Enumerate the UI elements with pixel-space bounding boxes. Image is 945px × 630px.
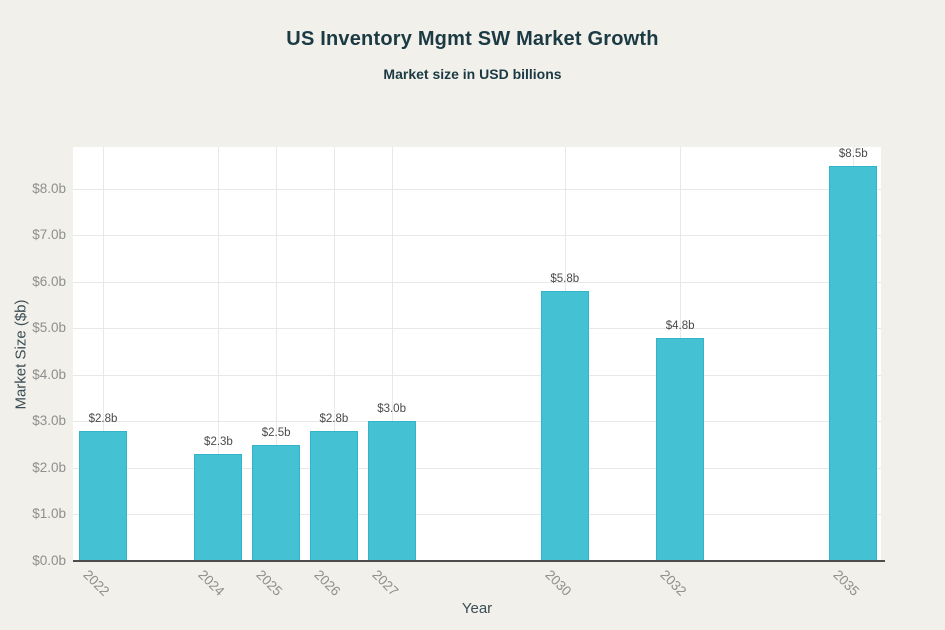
vertical-gridline-2027 xyxy=(391,147,393,561)
vertical-gridline-2026 xyxy=(333,147,335,561)
y-tick-label-2: $2.0b xyxy=(32,459,66,475)
horizontal-gridline-8 xyxy=(73,188,881,190)
bar-value-label-2032: $4.8b xyxy=(665,319,695,332)
horizontal-gridline-4 xyxy=(73,374,881,376)
chart-title: US Inventory Mgmt SW Market Growth xyxy=(286,28,659,50)
y-axis-title: Market Size ($b) xyxy=(12,299,30,410)
horizontal-gridline-1 xyxy=(73,514,881,516)
x-tick-label-2032: 2032 xyxy=(657,567,690,599)
bar-value-label-2024: $2.3b xyxy=(204,436,233,448)
bar-value-label-2026: $2.8b xyxy=(319,412,349,425)
horizontal-gridline-5 xyxy=(73,328,881,330)
y-tick-label-3: $3.0b xyxy=(32,413,66,429)
x-axis-title: Year xyxy=(461,600,493,617)
bar-2022 xyxy=(79,430,127,561)
bar-2024 xyxy=(194,454,243,561)
x-tick-label-2030: 2030 xyxy=(542,567,574,599)
y-tick-label-7: $7.0b xyxy=(32,227,66,243)
chart-subtitle: Market size in USD billions xyxy=(383,66,562,82)
horizontal-gridline-3 xyxy=(73,421,881,423)
bar-value-label-2025: $2.5b xyxy=(261,426,291,439)
vertical-gridline-2025 xyxy=(276,147,278,561)
horizontal-gridline-2 xyxy=(73,467,881,469)
bar-2032 xyxy=(656,337,705,561)
bar-value-label-2035: $8.5b xyxy=(838,147,868,160)
x-tick-label-2027: 2027 xyxy=(368,567,401,599)
bar-value-label-2022: $2.8b xyxy=(88,412,118,425)
y-tick-label-6: $6.0b xyxy=(32,273,66,289)
y-tick-label-4: $4.0b xyxy=(32,366,66,382)
x-tick-label-2022: 2022 xyxy=(80,567,113,599)
y-tick-label-8: $8.0b xyxy=(32,180,66,196)
x-tick-label-2035: 2035 xyxy=(830,567,863,599)
bar-value-label-2030: $5.8b xyxy=(550,273,580,286)
y-tick-label-1: $1.0b xyxy=(32,506,66,522)
y-tick-label-0: $0.0b xyxy=(32,553,66,568)
vertical-gridline-2024 xyxy=(218,147,220,561)
x-tick-label-2026: 2026 xyxy=(311,567,344,599)
bar-value-label-2027: $3.0b xyxy=(377,403,406,416)
horizontal-gridline-7 xyxy=(73,235,881,237)
bar-2030 xyxy=(540,291,589,561)
bar-2025 xyxy=(252,444,301,561)
x-axis-line xyxy=(73,560,885,562)
x-tick-label-2025: 2025 xyxy=(253,567,286,599)
bar-2026 xyxy=(309,430,358,561)
y-tick-label-5: $5.0b xyxy=(32,320,66,336)
bar-2027 xyxy=(367,421,416,561)
plot-area xyxy=(73,147,881,561)
x-tick-label-2024: 2024 xyxy=(195,567,228,599)
vertical-gridline-2022 xyxy=(103,147,104,561)
bar-2035 xyxy=(829,165,878,561)
horizontal-gridline-6 xyxy=(73,281,881,283)
